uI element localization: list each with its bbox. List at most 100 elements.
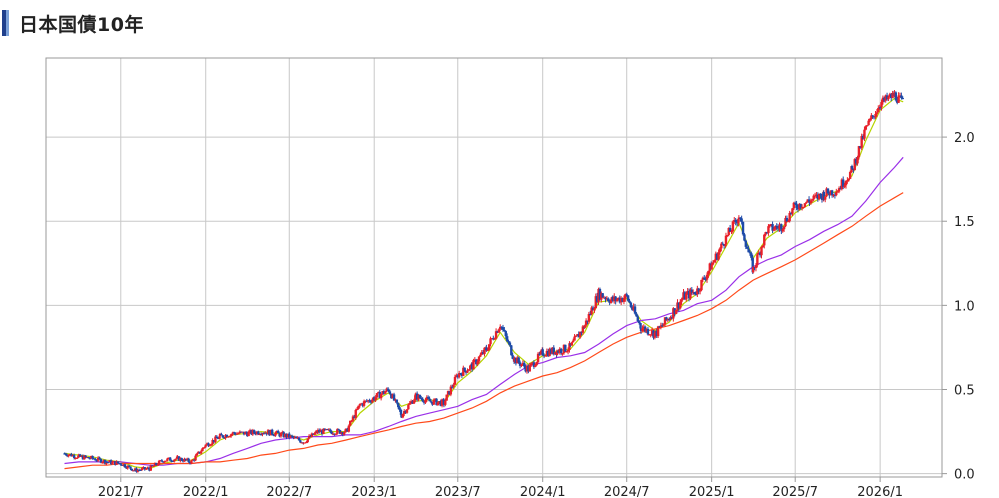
candle-up — [662, 324, 665, 326]
candle-up — [648, 334, 651, 336]
candle-down — [382, 391, 386, 394]
candle-up — [686, 290, 689, 294]
candle-down — [510, 345, 513, 356]
candle-down — [91, 456, 94, 459]
candle-down — [470, 363, 474, 370]
candle-up — [863, 129, 866, 139]
candle-down — [92, 458, 96, 460]
candle-down — [577, 334, 580, 338]
candle-up — [201, 448, 204, 452]
candle-down — [422, 401, 426, 403]
candle-up — [649, 334, 652, 336]
y-tick-label: 2.0 — [954, 131, 975, 146]
candle-up — [525, 365, 529, 372]
candle-up — [840, 179, 844, 190]
candle-up — [791, 208, 794, 214]
candle-up — [175, 456, 179, 459]
candle-up — [493, 338, 496, 340]
candle-up — [613, 296, 616, 301]
candle-down — [743, 234, 746, 241]
candle-up — [698, 290, 702, 292]
candle-up — [218, 434, 222, 437]
candle-up — [241, 431, 244, 433]
candle-up — [494, 331, 498, 339]
candle-down — [323, 428, 327, 430]
candle-down — [268, 430, 271, 436]
candle-up — [224, 434, 227, 439]
candle-up — [322, 428, 325, 434]
candle-down — [439, 401, 442, 406]
candle-up — [473, 359, 477, 361]
candle-down — [598, 288, 602, 300]
x-tick-label: 2026/1 — [857, 485, 903, 498]
candle-up — [264, 432, 267, 434]
candle-down — [643, 326, 647, 332]
candle-up — [362, 401, 366, 406]
candle-down — [240, 431, 243, 433]
candle-down — [95, 460, 98, 462]
candle-down — [900, 95, 903, 99]
candle-up — [144, 468, 148, 470]
candle-up — [433, 398, 437, 400]
candle-up — [269, 429, 273, 436]
candle-up — [772, 229, 776, 231]
candle-up — [449, 386, 453, 395]
candle-down — [758, 252, 762, 256]
candle-down — [222, 437, 226, 439]
candle-down — [220, 434, 223, 436]
candle-down — [459, 373, 462, 375]
candle-up — [313, 433, 316, 435]
candle-down — [242, 431, 246, 435]
candle-up — [85, 457, 89, 459]
candle-down — [722, 244, 726, 246]
candle-down — [557, 350, 560, 353]
candle-up — [713, 260, 716, 263]
candle-up — [486, 350, 489, 352]
candle-up — [857, 146, 861, 157]
candle-up — [553, 352, 557, 355]
candle-up — [336, 429, 339, 434]
candle-up — [375, 393, 379, 398]
candle-down — [833, 194, 837, 196]
candle-down — [365, 400, 369, 402]
candle-up — [112, 461, 116, 463]
candle-down — [507, 341, 510, 343]
candle-up — [414, 395, 417, 401]
candle-up — [594, 296, 597, 309]
x-tick-label: 2024/7 — [604, 485, 650, 498]
candle-up — [562, 344, 566, 354]
candle-up — [444, 400, 447, 405]
candle-up — [293, 437, 297, 439]
candle-down — [690, 289, 694, 293]
candle-down — [658, 326, 661, 328]
candle-up — [102, 459, 105, 463]
candle-up — [535, 361, 538, 366]
candle-down — [586, 320, 589, 322]
candle-up — [90, 456, 93, 459]
candle-up — [455, 375, 458, 377]
candle-up — [140, 468, 144, 470]
candle-down — [392, 394, 396, 401]
candle-up — [754, 265, 758, 268]
candle-down — [665, 317, 668, 321]
candle-down — [504, 331, 507, 337]
candle-up — [521, 362, 525, 365]
candle-down — [677, 302, 681, 309]
candle-up — [676, 302, 679, 311]
title-bar-icon — [2, 10, 9, 36]
candle-down — [431, 401, 434, 405]
candle-up — [414, 393, 417, 396]
plot-frame — [45, 57, 943, 478]
candle-down — [850, 166, 854, 169]
candle-down — [278, 432, 281, 437]
candle-down — [341, 432, 345, 435]
candle-down — [608, 301, 611, 303]
candle-up — [111, 461, 114, 464]
candle-down — [789, 212, 793, 214]
candle-up — [617, 297, 620, 300]
candle-up — [167, 457, 170, 459]
candle-down — [246, 433, 249, 437]
candle-down — [168, 457, 172, 461]
candle-down — [492, 338, 495, 340]
candle-down — [330, 431, 333, 434]
